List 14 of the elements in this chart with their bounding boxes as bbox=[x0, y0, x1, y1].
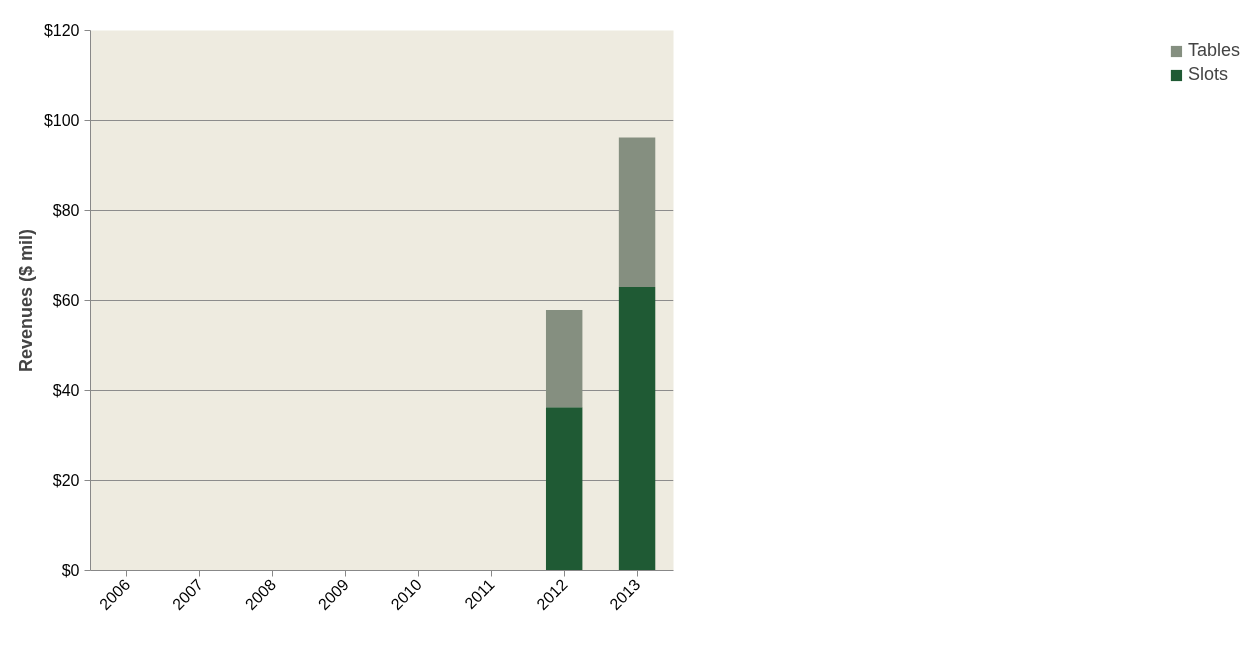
y-tick-label: $20 bbox=[52, 472, 80, 489]
y-tick-label: $100 bbox=[43, 112, 80, 129]
y-axis-title: Revenues ($ mil) bbox=[15, 228, 36, 373]
y-tick-label: $0 bbox=[61, 562, 80, 579]
y-tick-label: $60 bbox=[52, 292, 80, 309]
legend-label: Slots bbox=[1187, 64, 1228, 85]
y-tick-label: $80 bbox=[52, 202, 80, 219]
bar bbox=[618, 287, 656, 571]
legend-label: Tables bbox=[1187, 40, 1240, 61]
y-tick-label: $120 bbox=[43, 22, 80, 39]
bar bbox=[618, 137, 656, 287]
y-tick-label: $40 bbox=[52, 382, 80, 399]
bar bbox=[545, 309, 583, 408]
bar bbox=[545, 407, 583, 571]
